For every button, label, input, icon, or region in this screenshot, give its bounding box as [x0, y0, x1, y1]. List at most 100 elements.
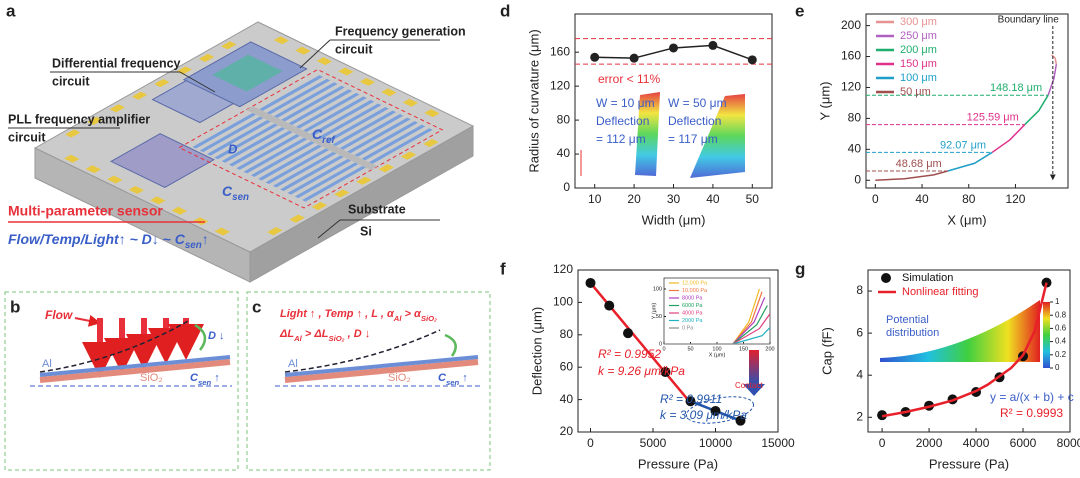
electrode-stripe [207, 120, 271, 156]
text-part: , D ↓ [345, 328, 371, 340]
text-part: sen [232, 192, 249, 203]
electrode-stripe [265, 148, 330, 185]
text-part: Flow/Temp/Light↑ ~ D↓ ~ C [8, 231, 186, 247]
pad [154, 79, 170, 88]
colorbar-label: Potential [886, 314, 929, 326]
y-tick-label: 80 [848, 111, 862, 125]
data-point [669, 43, 678, 53]
x-tick-label: 10 [588, 192, 602, 206]
label: Al [42, 358, 52, 370]
y-tick-label: 40 [560, 392, 574, 406]
circuit-block [212, 54, 283, 92]
beam-simulation [690, 94, 745, 178]
label: circuit [8, 130, 46, 144]
y-tick-label: 40 [557, 146, 571, 160]
y-tick-label: 6 [856, 325, 863, 339]
beam-outline [39, 319, 191, 373]
data-point [623, 328, 633, 339]
x-tick-label: 2000 [916, 436, 943, 450]
colorbar-tick-label: 0 [1055, 363, 1060, 372]
label: Si [360, 224, 372, 238]
label: Al [288, 358, 298, 370]
annotation: Contact [735, 381, 763, 390]
pad [64, 129, 81, 138]
text-part: C [312, 126, 323, 142]
pad [333, 189, 350, 198]
x-tick-label: 50 [687, 346, 693, 352]
y-tick-label: 8 [856, 283, 863, 297]
x-axis-label: Pressure (Pa) [638, 456, 718, 471]
electrode-stripe [287, 158, 352, 195]
x-tick-label: 6000 [1010, 436, 1037, 450]
x-axis-label: X (μm) [709, 352, 726, 358]
series-line [732, 305, 768, 345]
plot-frame [865, 13, 1069, 189]
data-point [590, 52, 600, 62]
pad [171, 206, 187, 215]
pad [107, 175, 123, 184]
x-axis-label: Width (μm) [642, 212, 706, 227]
electrode-stripe [294, 162, 359, 199]
legend-label: 300 μm [900, 16, 937, 28]
text-part: sen [185, 240, 202, 251]
legend-label: 2000 Pa [682, 318, 703, 324]
electrode-stripe [236, 134, 300, 170]
text-part: SiO₂ [328, 334, 344, 343]
y-tick-label: 0 [563, 180, 570, 194]
electrode-stripe [280, 155, 344, 192]
legend-marker [881, 273, 891, 283]
x-tick-label: 8000 [1057, 436, 1080, 450]
electrode-stripe [214, 123, 279, 160]
text-part: C [438, 372, 447, 384]
label: PLL frequency amplifier [8, 112, 150, 126]
series-line [732, 291, 763, 345]
data-point [604, 300, 615, 311]
panel-letter: e [795, 1, 804, 20]
legend-label: 200 μm [900, 44, 937, 56]
text-part: C [190, 372, 199, 384]
series-line [732, 313, 771, 345]
legend-label: 150 μm [900, 58, 937, 70]
beam-outline [284, 329, 441, 373]
data-point [710, 405, 721, 416]
plot-frame [663, 277, 771, 345]
pad [381, 88, 397, 97]
label: Substrate [348, 202, 406, 216]
y-axis-label: Y (μm) [651, 303, 657, 320]
colorbar-tick-label: 0.4 [1055, 337, 1067, 346]
colorbar-tick-label: 0.2 [1055, 350, 1067, 359]
circuit-block [109, 133, 215, 188]
pad [267, 227, 283, 236]
circuit-block [151, 80, 235, 124]
legend-label: 4000 Pa [682, 310, 703, 316]
y-tick-label: 60 [560, 359, 574, 373]
series-line [732, 288, 760, 345]
x-tick-label: 0 [879, 436, 886, 450]
label: Csen [222, 183, 249, 203]
data-point [629, 53, 639, 63]
pad [311, 201, 328, 211]
sensor-area [178, 68, 444, 209]
x-tick-label: 150 [739, 346, 748, 352]
al-layer [284, 355, 479, 377]
annotation: y = a/(x + b) + c [990, 390, 1074, 404]
pad [338, 67, 354, 76]
annotation: k = 3.09 μm/kPa [660, 408, 747, 422]
annotation: k = 9.26 μm/kPa [598, 364, 685, 378]
legend-label: 50 μm [900, 86, 931, 98]
electrode-stripe [310, 99, 375, 136]
x-tick-label: 200 [765, 346, 774, 352]
annotation: 92.07 μm [940, 139, 986, 151]
data-point [685, 396, 696, 407]
y-tick-label: 160 [550, 44, 570, 58]
annotation: R² = 0.9993 [1000, 406, 1063, 420]
annotation: 48.68 μm [896, 158, 942, 170]
series-line [732, 297, 766, 345]
annotation: 148.18 μm [990, 82, 1042, 94]
y-tick-label: 100 [653, 286, 662, 292]
text-part: SiO₂ [421, 314, 437, 323]
label: Light ↑ , Temp ↑ , L , αAl > αSiO₂ [280, 308, 437, 323]
y-axis-label: Deflection (μm) [529, 307, 544, 395]
series-line [875, 170, 948, 182]
label: Flow [45, 308, 73, 322]
